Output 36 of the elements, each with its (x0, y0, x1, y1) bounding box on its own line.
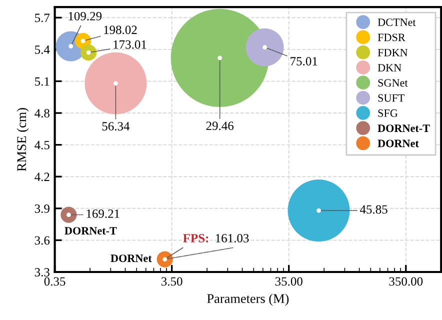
y-tick-label: 5.7 (35, 14, 50, 22)
annotation: FPS: (183, 234, 208, 242)
annotation: 56.34 (102, 122, 130, 131)
annotation: 173.01 (114, 40, 146, 49)
x-tick-label: 350.00 (389, 277, 423, 286)
annotation: 109.29 (68, 12, 102, 20)
legend-label: DORNet-T (378, 124, 430, 132)
x-tick-label: 3.50 (161, 277, 182, 286)
text: DORNet-T (64, 227, 117, 235)
legend-label: DCTNet (378, 18, 416, 26)
y-tick-label: 4.8 (34, 109, 50, 118)
y-tick-label: 4.5 (34, 140, 50, 150)
legend-label: SGNet (378, 79, 408, 87)
x-tick-label: 0.35 (44, 277, 66, 286)
legend-label: FDKN (378, 48, 408, 56)
y-tick-label: 5.4 (35, 46, 50, 54)
y-tick-label: 4.2 (34, 172, 50, 182)
y-tick-label: 3.3 (34, 268, 50, 277)
text: DORNet (110, 254, 152, 262)
annotation: 45.85 (360, 205, 388, 214)
y-axis-title: RMSE (cm) (16, 108, 29, 172)
annotation: 169.21 (86, 209, 120, 218)
annotation: 29.46 (206, 122, 234, 130)
annotation: 198.02 (104, 26, 137, 34)
y-tick-label: 5.1 (35, 77, 50, 86)
y-tick-label: 3.9 (34, 204, 50, 213)
legend-label: SFG (378, 109, 398, 117)
legend-label: SUFT (378, 94, 405, 102)
y-tick-label: 3.6 (34, 236, 50, 245)
x-tick-label: 35.00 (275, 277, 302, 286)
legend-label: DORNet (378, 140, 419, 148)
annotation: 161.03 (216, 234, 249, 242)
legend-label: FDSR (378, 34, 406, 42)
legend-label: DKN (378, 64, 402, 72)
x-axis-title: Parameters (M) (207, 294, 289, 306)
annotation: 75.01 (290, 57, 318, 66)
